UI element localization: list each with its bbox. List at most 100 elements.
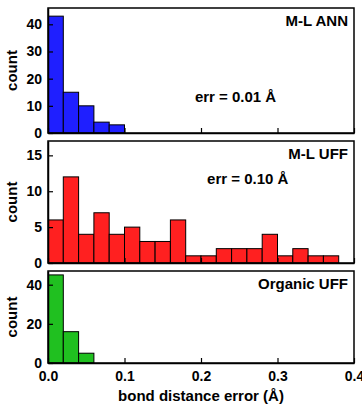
y-axis-title: count [3,182,20,223]
y-tick-mark [48,363,53,364]
x-axis: 0.00.10.20.30.4 [39,358,362,384]
y-tick: 5 [34,219,53,235]
y-tick: 15 [26,147,53,163]
x-axis [49,128,355,134]
histogram-bar [155,241,170,263]
y-axis: 0 20 40 [26,272,53,371]
histogram-bar [293,249,308,263]
histogram-bar [308,256,323,263]
bars [48,177,339,263]
x-tick-mark [277,128,278,133]
histogram-bar [63,332,78,363]
plot-frame [48,8,354,133]
histogram-bar [125,227,140,263]
y-axis: 0 10 20 30 40 [26,9,53,141]
y-tick: 0 [34,125,53,141]
y-tick-mark [48,324,53,325]
histogram-bar [48,16,63,133]
x-tick [278,128,279,133]
annotation: err = 0.01 Å [195,88,276,105]
y-tick-label: 10 [26,183,42,199]
y-tick-mark [48,106,53,107]
y-tick-mark [48,285,53,286]
panel: 0 5 10 15 count M-L UFFerr = 0.10 Å [3,141,355,271]
y-tick-label: 40 [26,16,42,32]
panel-title: M-L ANN [286,12,349,29]
x-tick-label: 0.1 [115,368,135,384]
y-tick: 10 [26,98,53,114]
x-tick-mark [277,258,278,263]
x-tick [125,258,126,263]
bars [48,16,125,133]
x-tick-mark [354,258,355,263]
y-tick-label: 20 [26,71,42,87]
annotation: err = 0.10 Å [207,170,288,187]
histogram-bar [94,213,109,263]
y-tick-mark [48,155,53,156]
histogram-bar [48,220,63,263]
y-tick-mark [48,51,53,52]
panel: 0 10 20 30 40 count M-L ANN err = 0.01 Å [3,8,355,141]
x-tick-mark [201,358,202,363]
histogram-bar [232,249,247,263]
y-tick: 20 [26,316,53,332]
histogram-bar [262,234,277,263]
x-axis [49,258,355,264]
y-tick: 30 [26,43,53,59]
histogram-bar [63,177,78,263]
y-axis-title: count [3,50,20,91]
y-axis-line [48,142,50,264]
y-tick-mark [48,79,53,80]
histogram-bar [79,106,94,133]
y-tick-label: 20 [26,316,42,332]
histogram-bar [79,353,94,363]
histogram-bar [186,256,201,263]
panel-title: Organic UFF [258,275,348,292]
x-tick-mark [124,128,125,133]
y-tick-label: 0 [34,355,42,371]
x-tick-mark [354,358,355,363]
x-axis-title: bond distance error (Å) [118,387,284,404]
panel-title: M-L UFF [288,145,348,162]
x-tick [354,128,355,133]
y-tick-label: 0 [34,125,42,141]
y-tick: 0 [34,255,53,271]
panel: 0.00.10.20.30.402040countOrganic UFFbond… [3,271,362,404]
x-tick-mark [201,128,202,133]
y-tick-label: 0 [34,255,42,271]
y-tick-mark [48,227,53,228]
chart: 0 10 20 30 40 count M-L ANN err = 0.01 Å 0 5 10 15 c… [0,0,362,408]
plot-frame [48,141,354,263]
y-tick-mark [48,24,53,25]
histogram-bar [48,275,63,363]
x-tick-mark [124,258,125,263]
x-tick-mark [277,358,278,363]
x-tick [201,128,202,133]
bars [48,275,94,363]
y-tick-label: 10 [26,98,42,114]
y-tick-label: 40 [26,277,42,293]
x-tick [201,258,202,263]
histogram-bar [278,256,293,263]
y-tick: 0 [34,355,53,371]
histogram-bar [109,234,124,263]
histogram-bar [170,220,185,263]
y-tick-label: 5 [34,219,42,235]
x-tick [278,258,279,263]
x-tick-label: 0.4 [345,368,362,384]
x-tick [125,128,126,133]
x-tick-mark [354,128,355,133]
histogram-bar [79,234,94,263]
histogram-bar [63,92,78,133]
x-tick: 0.1 [115,358,135,384]
x-tick: 0.3 [268,358,288,384]
x-tick [354,258,355,263]
x-tick-label: 0.3 [268,368,288,384]
y-tick: 10 [26,183,53,199]
histogram-bar [140,241,155,263]
y-tick: 40 [26,277,53,293]
y-tick-mark [48,133,53,134]
y-tick-mark [48,263,53,264]
plot-frame [48,271,354,363]
y-tick-label: 30 [26,43,42,59]
